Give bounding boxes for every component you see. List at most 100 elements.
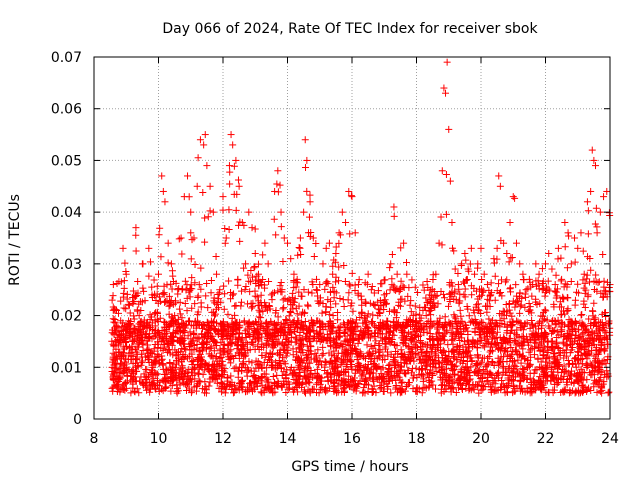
- data-point: [464, 352, 472, 360]
- data-point: [235, 182, 243, 190]
- data-point: [315, 373, 323, 381]
- data-point: [341, 321, 349, 329]
- data-point: [188, 236, 196, 244]
- data-point: [442, 375, 450, 383]
- data-point: [309, 234, 317, 242]
- data-point: [172, 297, 180, 305]
- data-point: [418, 389, 426, 397]
- data-point: [523, 384, 531, 392]
- data-point: [507, 321, 515, 329]
- data-point: [497, 289, 505, 297]
- data-point: [557, 277, 565, 285]
- data-point: [354, 366, 362, 374]
- data-point: [456, 306, 464, 314]
- data-point: [440, 348, 448, 356]
- data-point: [419, 384, 427, 392]
- data-point: [553, 363, 561, 371]
- data-point: [518, 339, 526, 347]
- data-point: [306, 191, 314, 199]
- data-point: [188, 285, 196, 293]
- data-point: [304, 288, 312, 296]
- data-point: [191, 279, 199, 287]
- data-point: [584, 340, 592, 348]
- y-tick-label: 0.02: [51, 309, 82, 325]
- data-point: [528, 292, 536, 300]
- data-point: [235, 334, 243, 342]
- data-point: [446, 177, 454, 185]
- data-point: [493, 287, 501, 295]
- data-point: [577, 365, 585, 373]
- data-point: [280, 329, 288, 337]
- data-point: [597, 289, 605, 297]
- data-point: [155, 270, 162, 278]
- data-point: [255, 306, 263, 314]
- data-point: [225, 162, 233, 170]
- data-point: [273, 180, 281, 188]
- data-point: [319, 350, 327, 358]
- data-point: [399, 282, 407, 290]
- data-point: [478, 291, 486, 299]
- data-point: [218, 388, 226, 396]
- data-point: [245, 325, 253, 333]
- data-point: [274, 167, 282, 175]
- data-point: [273, 382, 281, 390]
- data-point: [603, 187, 611, 195]
- data-point: [577, 229, 585, 237]
- data-point: [578, 360, 586, 368]
- data-point: [296, 345, 304, 353]
- data-point: [446, 298, 454, 306]
- data-point: [318, 384, 326, 392]
- data-point: [228, 314, 236, 322]
- data-point: [362, 318, 370, 326]
- data-point: [257, 388, 265, 396]
- data-point: [426, 335, 434, 343]
- data-point: [274, 382, 282, 390]
- data-point: [227, 295, 235, 303]
- y-tick-label: 0.04: [51, 205, 82, 221]
- data-point: [207, 289, 215, 297]
- data-point: [313, 275, 321, 283]
- data-point: [219, 193, 227, 201]
- data-point: [332, 258, 340, 266]
- data-point: [438, 366, 446, 374]
- data-point: [429, 335, 437, 343]
- data-point: [186, 328, 194, 336]
- data-point: [314, 317, 322, 325]
- data-point: [363, 376, 371, 384]
- data-point: [242, 260, 250, 268]
- data-point: [193, 382, 201, 390]
- data-point: [502, 345, 510, 353]
- data-point: [587, 387, 595, 395]
- data-point: [591, 362, 599, 370]
- data-point: [277, 365, 285, 373]
- data-point: [522, 293, 530, 301]
- data-point: [284, 385, 292, 393]
- data-point: [304, 353, 312, 361]
- data-point: [554, 255, 562, 263]
- data-point: [287, 255, 295, 263]
- data-point: [386, 374, 394, 382]
- data-point: [528, 389, 536, 397]
- data-point: [557, 389, 565, 397]
- data-point: [301, 318, 309, 326]
- data-point: [300, 309, 308, 317]
- data-point: [415, 333, 423, 341]
- data-point: [184, 317, 192, 325]
- data-point: [183, 294, 191, 302]
- data-point: [453, 343, 461, 351]
- data-point: [392, 385, 400, 393]
- data-point: [348, 335, 356, 343]
- data-point: [601, 345, 609, 353]
- data-point: [303, 187, 311, 195]
- data-point: [481, 302, 489, 310]
- data-point: [252, 280, 260, 288]
- data-point: [255, 375, 263, 383]
- data-point: [508, 312, 516, 320]
- data-point: [363, 341, 371, 349]
- data-point: [593, 323, 601, 331]
- data-point: [224, 353, 232, 361]
- data-point: [359, 388, 367, 396]
- data-point: [575, 379, 583, 387]
- data-point: [228, 385, 236, 393]
- data-point: [136, 319, 144, 327]
